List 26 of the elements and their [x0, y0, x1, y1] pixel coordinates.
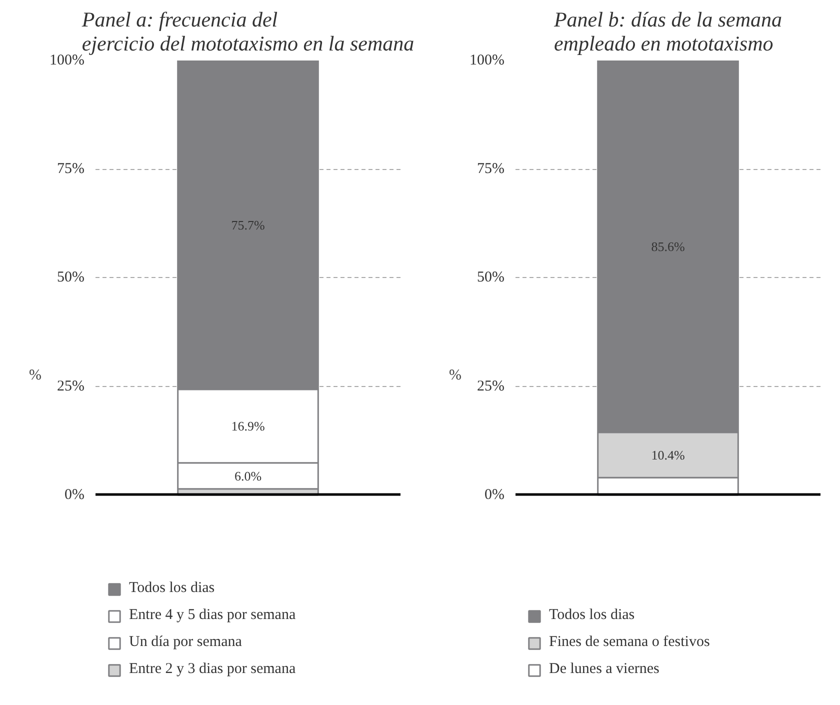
y-tick-label: 100%	[50, 52, 85, 68]
legend-label: Un día por semana	[129, 634, 242, 651]
legend-label: Todos los dias	[549, 607, 635, 624]
y-tick-label: 50%	[477, 270, 505, 286]
legend-label: Entre 2 y 3 dias por semana	[129, 661, 296, 678]
chart-title: Panel b: días de la semana empleado en mototaxismo	[552, 8, 782, 56]
y-tick-label: 50%	[57, 270, 85, 286]
y-tick-label: 0%	[484, 486, 505, 503]
data-label: 85.6%	[651, 238, 685, 254]
y-axis-title: %	[449, 368, 462, 384]
y-tick-label: 100%	[470, 52, 505, 68]
y-tick-label: 25%	[477, 378, 505, 394]
y-axis-title: %	[29, 368, 42, 384]
data-label: 16.9%	[231, 418, 265, 434]
y-tick-label: 75%	[57, 161, 85, 178]
legend-label: Todos los dias	[129, 580, 215, 597]
chart-title: Panel a: frecuencia del ejercicio del mototaxismo en la semana	[80, 8, 414, 56]
data-label: 6.0%	[234, 468, 262, 484]
legend-label: De lunes a viernes	[549, 661, 660, 678]
data-label: 75.7%	[231, 217, 265, 232]
y-tick-label: 25%	[57, 378, 85, 394]
legend-label: Entre 4 y 5 dias por semana	[129, 607, 296, 624]
legend-label: Fines de semana o festivos	[549, 634, 710, 651]
y-tick-label: 75%	[477, 161, 505, 178]
data-label: 10.4%	[651, 448, 685, 463]
y-tick-label: 0%	[64, 486, 85, 503]
